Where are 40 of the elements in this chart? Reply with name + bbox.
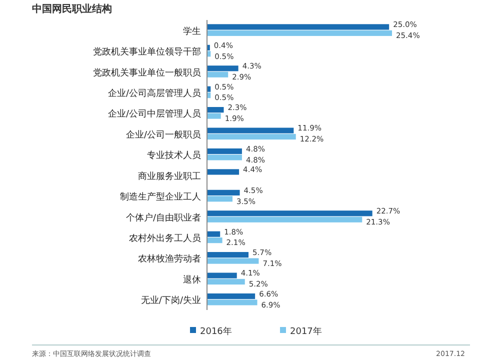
bar: [207, 231, 220, 237]
bar: [207, 128, 294, 134]
bar: [207, 148, 242, 154]
y-tick-label: 无业/下岗/失业: [140, 295, 201, 306]
bar: [207, 134, 296, 140]
y-tick-label: 个体户/自由职业者: [126, 212, 201, 224]
bar: [207, 216, 362, 222]
bar: [207, 113, 221, 119]
bar: [207, 190, 240, 196]
bar: [207, 300, 258, 306]
bar: [207, 272, 237, 278]
bar: [207, 293, 256, 300]
y-tick-label: 商业服务业职工: [138, 170, 201, 182]
y-tick-label: 党政机关事业单位一般职员: [93, 67, 201, 78]
bar: [207, 24, 390, 30]
y-tick-label: 企业/公司高层管理人员: [108, 88, 201, 99]
bar: [207, 30, 392, 36]
legend-label: 2017年: [290, 326, 322, 337]
bar: [207, 210, 372, 216]
bar: [207, 252, 249, 258]
text: 中国网民职业结构: [32, 3, 112, 15]
bar: [207, 154, 242, 160]
bar: [207, 169, 240, 175]
y-tick-label: 农林牧渔劳动者: [138, 254, 201, 265]
y-tick-label: 企业/公司一般职员: [126, 129, 201, 140]
bar: [207, 107, 224, 113]
bar: [207, 278, 245, 285]
y-tick-label: 专业技术人员: [147, 150, 201, 162]
legend-label: 2016年: [200, 326, 232, 337]
y-tick-label: 退休: [183, 274, 201, 286]
y-tick-label: 党政机关事业单位领导干部: [93, 46, 201, 58]
y-tick-label: 农村外出务工人员: [129, 233, 201, 244]
y-tick-label: 学生: [183, 26, 201, 37]
bar: [207, 258, 259, 264]
bar: [207, 196, 232, 202]
bar: [207, 66, 238, 72]
y-tick-label: 制造生产型企业工人: [120, 192, 201, 203]
y-tick-label: 企业/公司中层管理人员: [108, 108, 201, 120]
bar: [207, 238, 222, 244]
bar: [207, 72, 228, 78]
